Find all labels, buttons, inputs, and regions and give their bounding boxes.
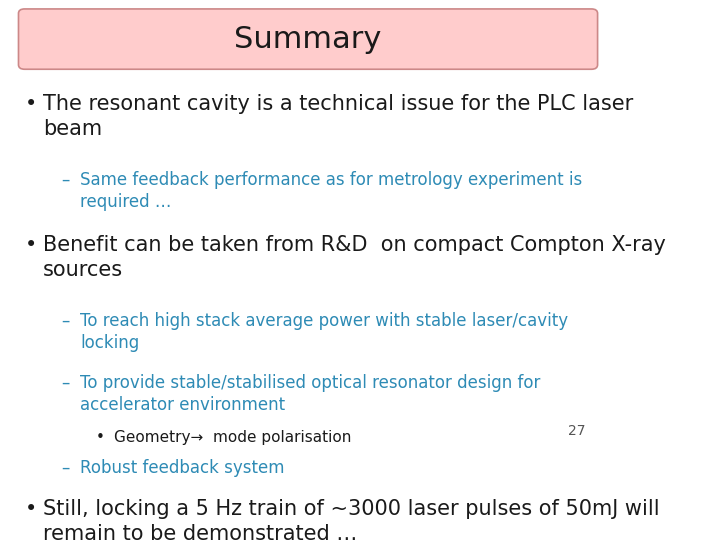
Text: To provide stable/stabilised optical resonator design for
accelerator environmen: To provide stable/stabilised optical res… [80,374,541,414]
Text: To reach high stack average power with stable laser/cavity
locking: To reach high stack average power with s… [80,312,568,352]
Text: 27: 27 [568,424,585,438]
Text: –: – [62,459,70,477]
Text: Still, locking a 5 Hz train of ~3000 laser pulses of 50mJ will
remain to be demo: Still, locking a 5 Hz train of ~3000 las… [43,499,660,540]
Text: Benefit can be taken from R&D  on compact Compton X-ray
sources: Benefit can be taken from R&D on compact… [43,235,666,280]
Text: The resonant cavity is a technical issue for the PLC laser
beam: The resonant cavity is a technical issue… [43,94,634,139]
Text: –: – [62,374,70,391]
Text: Same feedback performance as for metrology experiment is
required …: Same feedback performance as for metrolo… [80,171,582,211]
FancyBboxPatch shape [19,9,598,69]
Text: •: • [24,94,37,114]
Text: Robust feedback system: Robust feedback system [80,459,284,477]
Text: –: – [62,171,70,189]
Text: Geometry→  mode polarisation: Geometry→ mode polarisation [114,430,351,445]
Text: •: • [96,430,104,445]
Text: •: • [24,235,37,255]
Text: •: • [24,499,37,519]
Text: –: – [62,312,70,330]
Text: Summary: Summary [234,25,382,54]
